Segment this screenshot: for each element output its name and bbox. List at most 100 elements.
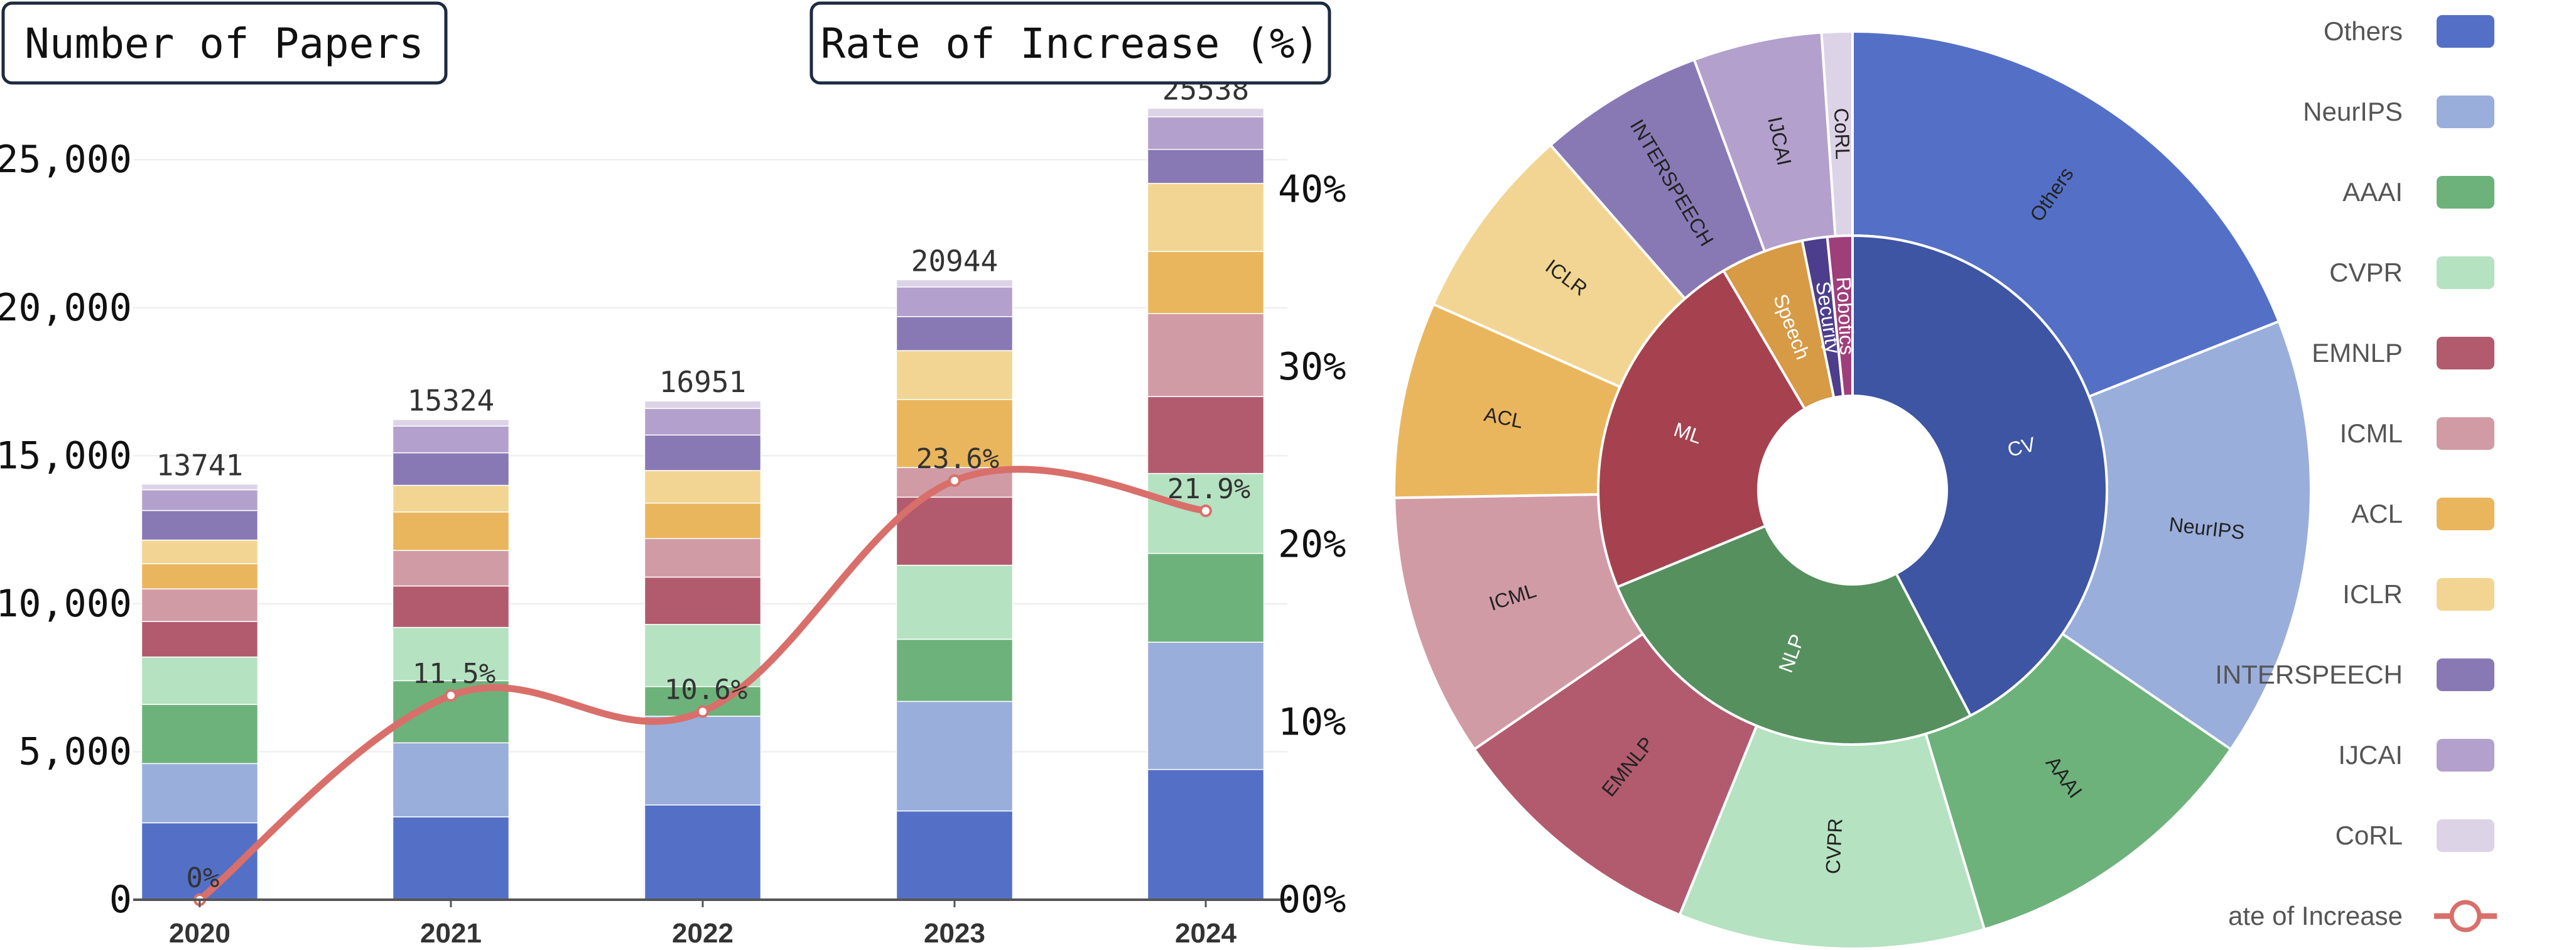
bar-segment-acl <box>644 502 762 539</box>
legend-line-marker <box>2449 900 2482 932</box>
bar-segment-corl <box>896 279 1014 288</box>
bar-segment-interspeech <box>644 434 762 471</box>
bar-segment-ijcai <box>141 489 259 511</box>
bar-segment-aaai <box>1147 553 1265 643</box>
bar-segment-corl <box>1147 107 1265 117</box>
x-tick-label: 2022 <box>672 918 733 949</box>
bar-segment-acl <box>1147 251 1265 314</box>
bar-segment-icml <box>141 588 259 622</box>
legend-swatch-acl <box>2437 498 2494 530</box>
bar-segment-corl <box>644 400 762 409</box>
y2-tick-label: 40% <box>1278 167 1346 211</box>
sunburst-inner-slice-cv <box>1851 234 2108 718</box>
bar-segment-icml <box>644 538 762 578</box>
bar-segment-ijcai <box>644 408 762 436</box>
bar-segment-interspeech <box>392 452 510 486</box>
bar-total-label: 15324 <box>408 384 494 418</box>
sunburst-inner-slice-nlp <box>1615 524 1973 746</box>
y-tick-label: 5,000 <box>18 729 132 773</box>
legend-swatch-cvpr <box>2437 256 2494 289</box>
bar-segment-corl <box>392 418 510 427</box>
bar-segment-icml <box>1147 313 1265 397</box>
legend-swatch-emnlp <box>2437 337 2494 369</box>
bar-segment-interspeech <box>141 510 259 541</box>
bar-segment-neurips <box>896 701 1014 812</box>
legend-item-label: ACL <box>2351 499 2403 528</box>
y-tick-label: 0 <box>109 878 132 922</box>
bar-segment-iclr <box>141 539 259 565</box>
bar-segment-neurips <box>141 763 259 824</box>
legend-item-label: CVPR <box>2329 258 2403 287</box>
legend-swatch-aaai <box>2437 176 2494 209</box>
legend: Others NeurIPS AAAI CVPR EMNLP ICML ACL ICLR INT… <box>2215 15 2497 932</box>
rate-label: 11.5% <box>413 658 495 690</box>
y-tick-label: 15,000 <box>0 434 132 478</box>
bar-segment-cvpr <box>896 564 1014 640</box>
bar-segment-icml <box>392 550 510 587</box>
rate-line-layer: 0% 11.5% 10.6% 23.6% 21.9% <box>187 443 1250 906</box>
y-tick-label: 20,000 <box>0 286 132 330</box>
rate-label: 23.6% <box>916 443 999 475</box>
bar-total-label: 13741 <box>156 449 243 483</box>
axes: 2020 2021 2022 2023 2024 0 5,000 10,000 15,000 20… <box>0 138 1346 949</box>
axis-titles: Number of Papers Rate of Increase (%) <box>1 1 1331 85</box>
legend-swatch-interspeech <box>2437 658 2494 691</box>
bar-segment-emnlp <box>392 585 510 628</box>
bar-total-label: 20944 <box>911 244 998 278</box>
bar-segment-interspeech <box>896 316 1014 351</box>
rate-label: 10.6% <box>664 674 747 706</box>
legend-item-label: ICLR <box>2342 579 2403 609</box>
sunburst-inner-slice-label: Robotics <box>1832 276 1859 356</box>
bar-segment-iclr <box>644 470 762 504</box>
bar-total-label: 16951 <box>659 365 746 399</box>
rate-point <box>696 705 709 718</box>
rate-point <box>948 474 961 487</box>
bar-segment-others <box>1147 768 1265 900</box>
legend-item-label: CoRL <box>2335 821 2403 850</box>
bar-segment-acl <box>392 511 510 551</box>
y2-tick-label: 10% <box>1278 700 1346 744</box>
bar-segment-acl <box>896 399 1014 468</box>
y-tick-label: 25,000 <box>0 138 132 182</box>
bar-segment-iclr <box>392 484 510 513</box>
legend-item-label: NeurIPS <box>2303 97 2403 126</box>
left-axis-title: Number of Papers <box>24 19 424 68</box>
legend-swatch-neurips <box>2437 96 2494 128</box>
sunburst-inner-slice-robotics <box>1826 234 1854 398</box>
sunburst-outer-slice-label: CVPR <box>1821 817 1846 875</box>
legend-item-label: ate of Increase <box>2228 901 2403 931</box>
legend-swatch-iclr <box>2437 578 2494 611</box>
bar-segment-acl <box>141 563 259 590</box>
bar-segment-corl <box>141 483 259 491</box>
bar-segment-neurips <box>392 742 510 817</box>
legend-item-label: IJCAI <box>2338 740 2403 770</box>
x-tick-label: 2021 <box>420 918 482 949</box>
bar-segment-iclr <box>1147 183 1265 253</box>
legend-swatch-corl <box>2437 819 2494 852</box>
legend-item-label: Others <box>2324 16 2403 46</box>
rate-label: 0% <box>187 862 220 894</box>
y2-tick-label: 00% <box>1278 878 1346 922</box>
legend-item-label: INTERSPEECH <box>2215 660 2403 689</box>
legend-item-label: ICML <box>2340 418 2403 448</box>
y-tick-label: 10,000 <box>0 582 132 626</box>
x-tick-label: 2023 <box>924 918 985 949</box>
rate-point <box>1199 504 1212 517</box>
sunburst-chart: OthersNeurIPSAAAICVPREMNLPICMLACLICLRINT… <box>1393 30 2312 950</box>
sunburst-outer-slice-label: CoRL <box>1830 107 1854 160</box>
bar-segment-ijcai <box>1147 116 1265 150</box>
rate-label: 21.9% <box>1167 473 1250 505</box>
legend-item-label: AAAI <box>2342 177 2403 207</box>
bar-segment-ijcai <box>896 287 1014 317</box>
bar-segment-others <box>896 810 1014 900</box>
sunburst-inner-slice-ml <box>1597 269 1807 589</box>
rate-point <box>445 689 457 702</box>
y2-tick-label: 30% <box>1278 345 1346 389</box>
bar-segment-emnlp <box>1147 396 1265 474</box>
bar-segment-neurips <box>644 716 762 805</box>
x-tick-label: 2020 <box>169 918 230 949</box>
bar-segment-aaai <box>141 704 259 765</box>
